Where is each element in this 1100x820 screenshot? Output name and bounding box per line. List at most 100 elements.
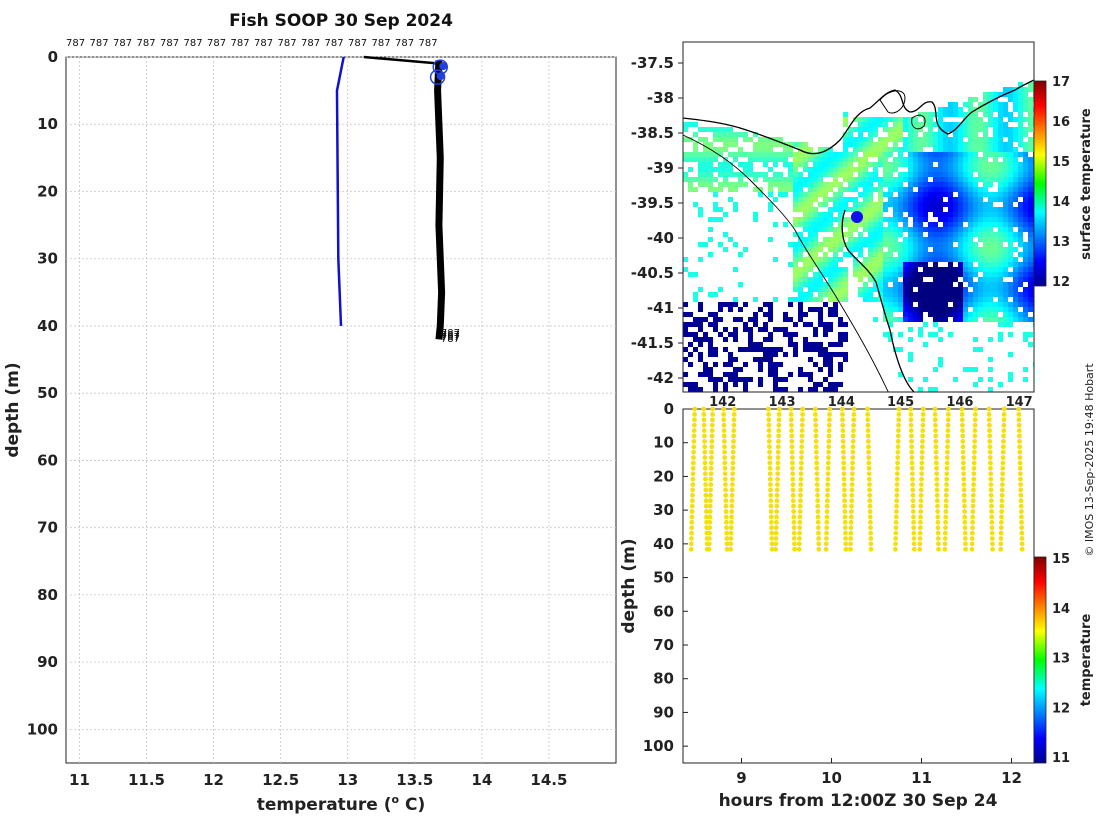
sst-cell (983, 132, 988, 137)
sst-cell (713, 312, 718, 317)
sst-cell (943, 247, 948, 252)
sst-cell (813, 222, 818, 227)
sst-cell (928, 122, 933, 127)
sst-cell (903, 242, 908, 247)
sst-cell (903, 202, 908, 207)
sst-cell (858, 237, 863, 242)
sst-cell (803, 207, 808, 212)
sst-cell (948, 212, 953, 217)
sst-cell (918, 142, 923, 147)
sst-cell (943, 167, 948, 172)
sst-cell (803, 242, 808, 247)
section-point (728, 546, 734, 552)
sst-cell (828, 222, 833, 227)
sst-cell (973, 112, 978, 117)
section-point (851, 406, 857, 412)
sst-cell (1008, 232, 1013, 237)
sst-cell (1028, 302, 1033, 307)
sst-cell (923, 152, 928, 157)
sst-cell (778, 192, 783, 197)
sst-cell (938, 172, 943, 177)
section-point (767, 465, 773, 471)
sst-cell (868, 182, 873, 187)
sst-cell (893, 147, 898, 152)
sst-cell (813, 157, 818, 162)
sst-cell (828, 372, 833, 377)
sst-cell (973, 192, 978, 197)
sst-cell (968, 237, 973, 242)
sst-cell (803, 147, 808, 152)
section-point (709, 433, 715, 439)
sst-cell (858, 167, 863, 172)
sst-cell (938, 252, 943, 257)
sst-cell (838, 197, 843, 202)
section-point (969, 546, 975, 552)
sst-cell (798, 367, 803, 372)
sst-cell (963, 187, 968, 192)
sst-cell (773, 142, 778, 147)
section-point (776, 438, 781, 444)
section-point (908, 422, 914, 428)
sst-cell (823, 357, 828, 362)
sst-cell (683, 122, 688, 127)
sst-cell (988, 262, 993, 267)
sst-cell (788, 172, 793, 177)
sst-cell (848, 132, 853, 137)
sst-cell (893, 282, 898, 287)
sst-cell (1013, 197, 1018, 202)
sst-cell (833, 277, 838, 282)
section-point (774, 514, 779, 520)
sst-cell (1023, 212, 1028, 217)
sst-cell (683, 257, 688, 262)
sst-cell (813, 287, 818, 292)
sst-cell (888, 222, 893, 227)
section-point (825, 482, 831, 487)
sst-cell (993, 117, 998, 122)
section-point (894, 476, 900, 482)
sst-cell (873, 132, 878, 137)
sst-cell (788, 332, 793, 337)
sst-cell (833, 297, 838, 302)
sst-cell (998, 267, 1003, 272)
section-point (774, 498, 780, 504)
sst-cell (1023, 267, 1028, 272)
sst-cell (688, 352, 693, 357)
section-point (775, 444, 781, 450)
section-colorbar-label: temperature (1079, 614, 1094, 707)
section-point (773, 546, 779, 552)
sst-cell (903, 177, 908, 182)
sst-cell (888, 292, 893, 297)
sst-cell (818, 382, 823, 387)
sst-cell (713, 382, 718, 387)
section-point (840, 411, 845, 417)
sst-cell (808, 292, 813, 297)
sst-cell (1018, 92, 1023, 97)
sst-cell (943, 267, 948, 272)
sst-cell (963, 172, 968, 177)
section-point (961, 476, 967, 482)
sst-cell (868, 122, 873, 127)
sst-cell (953, 107, 958, 112)
sst-cell (858, 267, 863, 272)
sst-cell (1028, 117, 1033, 122)
sst-cell (898, 172, 903, 177)
sst-cell (863, 157, 868, 162)
section-point (894, 498, 900, 504)
sst-cell (933, 172, 938, 177)
section-point (851, 422, 856, 428)
section-point (972, 433, 978, 439)
sst-cell (873, 167, 878, 172)
section-point (850, 455, 856, 460)
sst-cell (958, 187, 963, 192)
section-point (866, 471, 872, 477)
sst-cell (983, 182, 988, 187)
sst-cell (693, 332, 698, 337)
sst-cell (818, 212, 823, 217)
x-tick-label: 14 (471, 771, 492, 789)
section-point (911, 530, 917, 536)
sst-cell (938, 327, 943, 332)
sst-cell (1028, 297, 1033, 302)
sst-cell (918, 137, 923, 142)
sst-cell (933, 207, 938, 212)
sst-cell (1023, 312, 1028, 317)
